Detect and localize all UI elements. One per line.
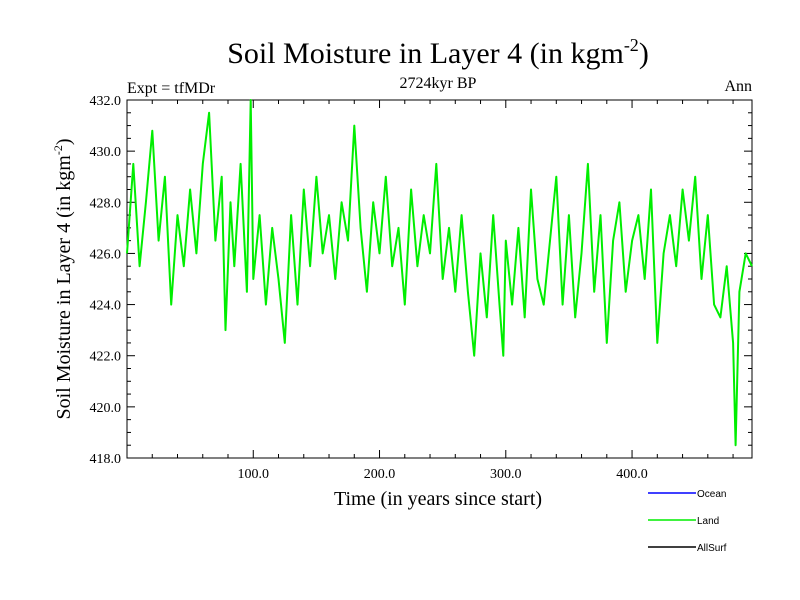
x-tick-label: 100.0 [238, 467, 270, 482]
y-axis-label-superscript: -2 [51, 145, 65, 155]
y-tick-label: 430.0 [90, 145, 122, 160]
season-label: Ann [724, 78, 752, 95]
chart-title-close: ) [639, 37, 649, 70]
legend-label-ocean: Ocean [697, 489, 726, 500]
x-tick-label: 300.0 [490, 467, 522, 482]
y-axis-ticks: 418.0 420.0 422.0 424.0 426.0 428.0 430.0 432.0 [90, 94, 752, 467]
period-label: 2724kyr BP [400, 75, 477, 92]
series-line-land [126, 99, 753, 447]
series-layer [126, 99, 753, 447]
legend-label-land: Land [697, 516, 719, 527]
y-axis-label-close: ) [53, 138, 75, 145]
chart-title-main: Soil Moisture in Layer 4 (in kgm [227, 37, 624, 70]
y-tick-label: 418.0 [90, 452, 122, 467]
legend-label-allsurf: AllSurf [697, 543, 727, 554]
plot-frame [126, 99, 753, 459]
y-tick-label: 422.0 [90, 350, 122, 365]
y-tick-label: 420.0 [90, 401, 122, 416]
y-axis-label-main: Soil Moisture in Layer 4 (in kgm [53, 155, 75, 420]
chart-title: Soil Moisture in Layer 4 (in kgm-2) [227, 35, 649, 70]
chart-title-superscript: -2 [624, 35, 639, 55]
y-tick-label: 424.0 [90, 299, 122, 314]
y-tick-label: 426.0 [90, 247, 122, 262]
x-axis-ticks: 100.0 200.0 300.0 400.0 [151, 100, 734, 482]
experiment-label: Expt = tfMDr [127, 80, 216, 97]
x-axis-label: Time (in years since start) [334, 488, 542, 510]
x-tick-label: 200.0 [364, 467, 396, 482]
y-tick-label: 432.0 [90, 94, 122, 109]
y-tick-label: 428.0 [90, 196, 122, 211]
x-tick-label: 400.0 [616, 467, 648, 482]
y-axis-label: Soil Moisture in Layer 4 (in kgm-2) [51, 138, 75, 419]
legend: Ocean Land AllSurf [648, 489, 727, 554]
